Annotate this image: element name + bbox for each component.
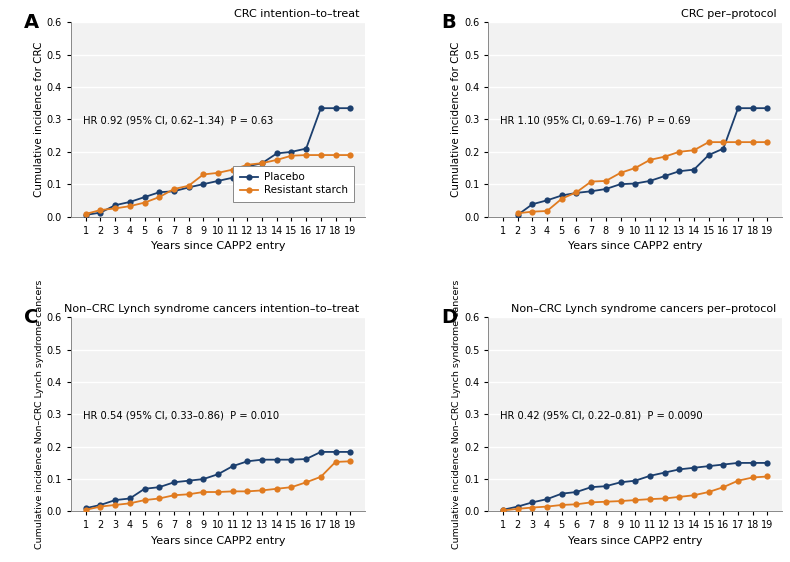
Y-axis label: Cumulative incidence Non–CRC Lynch syndrome cancers: Cumulative incidence Non–CRC Lynch syndr… <box>452 280 461 549</box>
Text: CRC per–protocol: CRC per–protocol <box>681 8 777 19</box>
X-axis label: Years since CAPP2 entry: Years since CAPP2 entry <box>568 241 702 251</box>
X-axis label: Years since CAPP2 entry: Years since CAPP2 entry <box>151 241 285 251</box>
Text: HR 1.10 (95% CI, 0.69–1.76)  P = 0.69: HR 1.10 (95% CI, 0.69–1.76) P = 0.69 <box>500 116 690 126</box>
Text: HR 0.54 (95% CI, 0.33–0.86)  P = 0.010: HR 0.54 (95% CI, 0.33–0.86) P = 0.010 <box>83 410 279 420</box>
X-axis label: Years since CAPP2 entry: Years since CAPP2 entry <box>568 536 702 546</box>
Text: CRC intention–to–treat: CRC intention–to–treat <box>234 8 359 19</box>
Text: HR 0.42 (95% CI, 0.22–0.81)  P = 0.0090: HR 0.42 (95% CI, 0.22–0.81) P = 0.0090 <box>500 410 702 420</box>
Text: Non–CRC Lynch syndrome cancers per–protocol: Non–CRC Lynch syndrome cancers per–proto… <box>511 303 777 314</box>
Legend: Placebo, Resistant starch: Placebo, Resistant starch <box>233 166 354 202</box>
Text: B: B <box>442 13 456 32</box>
Text: Non–CRC Lynch syndrome cancers intention–to–treat: Non–CRC Lynch syndrome cancers intention… <box>64 303 359 314</box>
Text: C: C <box>24 308 39 327</box>
Y-axis label: Cumulative incidence Non–CRC Lynch syndrome cancers: Cumulative incidence Non–CRC Lynch syndr… <box>35 280 44 549</box>
Text: HR 0.92 (95% CI, 0.62–1.34)  P = 0.63: HR 0.92 (95% CI, 0.62–1.34) P = 0.63 <box>83 116 273 126</box>
Y-axis label: Cumulative incidence for CRC: Cumulative incidence for CRC <box>34 42 44 197</box>
Y-axis label: Cumulative incidence for CRC: Cumulative incidence for CRC <box>451 42 461 197</box>
Text: D: D <box>442 308 457 327</box>
Text: A: A <box>24 13 40 32</box>
X-axis label: Years since CAPP2 entry: Years since CAPP2 entry <box>151 536 285 546</box>
